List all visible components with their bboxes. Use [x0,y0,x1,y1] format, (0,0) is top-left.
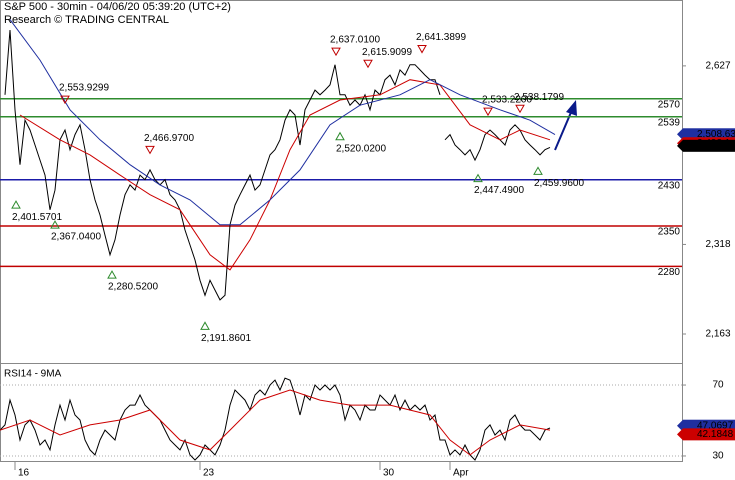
level-label: 2280 [658,267,681,278]
low-marker [473,173,483,183]
low-marker [11,200,21,209]
series-line [19,79,551,271]
low-marker [50,220,60,229]
low-marker [533,166,543,175]
low-marker [335,131,345,141]
level-label: 2570 [658,99,681,110]
low-label: 2,520.0200 [336,143,386,154]
high-label: 2,615.9099 [362,47,412,58]
series-line [4,29,551,301]
y-tick-label: 2,318 [705,239,730,250]
low-label: 2,191.8601 [201,333,251,344]
low-label: 2,459.9600 [534,178,584,189]
low-label: 2,367.0400 [51,232,101,243]
high-marker [363,59,373,69]
level-label: 2539 [658,117,681,128]
value-tag [683,428,735,441]
y-tick-label: 70 [712,380,724,391]
high-label: 2,641.3899 [416,32,466,43]
forecast-arrow-head [566,100,577,116]
value-tag-label: 47.0697 [697,420,734,431]
value-tag-pointer [677,419,683,432]
low-label: 2,280.5200 [108,282,158,293]
value-tag [683,139,735,152]
low-label: 2,401.5701 [12,212,62,223]
low-marker [200,321,210,330]
high-marker [515,104,525,114]
high-label: 2,533.2200 [482,95,532,106]
low-marker [107,270,117,279]
chart-source: Research © TRADING CENTRAL [4,14,169,26]
x-tick-label: 16 [18,468,30,479]
high-label: 2,553.9299 [59,83,109,94]
y-tick-label: 30 [712,451,724,462]
high-marker [331,47,341,57]
value-tag-label: 42.1848 [697,429,734,440]
chart-title: S&P 500 - 30min - 04/06/20 05:39:20 (UTC… [4,1,231,13]
series-line [0,377,551,461]
high-label: 2,466.9700 [144,133,194,144]
y-tick-label: 2,627 [705,61,730,72]
value-tag-label: 2,508.63 [697,129,735,140]
level-label: 2430 [658,180,681,191]
value-tag-pointer [677,139,683,152]
high-marker [60,95,70,105]
x-tick-label: Apr [453,468,469,479]
high-label: 2,538.1799 [514,92,564,103]
plot-frame [0,0,683,462]
x-tick-label: 23 [203,468,215,479]
high-label: 2,637.0100 [330,35,380,46]
value-tag-pointer [677,428,683,441]
high-marker [483,107,493,117]
value-tag-pointer [677,128,683,141]
series-line [9,19,556,226]
x-tick-label: 30 [383,468,395,479]
level-label: 2350 [658,227,681,238]
high-marker [417,45,427,54]
high-marker [145,145,155,155]
series-line [0,389,551,456]
rsi-title: RSI14 - 9MA [4,369,62,380]
y-tick-label: 2,163 [705,329,730,340]
low-label: 2,447.4900 [474,185,524,196]
value-tag-label: 2,488.65 [697,140,735,151]
